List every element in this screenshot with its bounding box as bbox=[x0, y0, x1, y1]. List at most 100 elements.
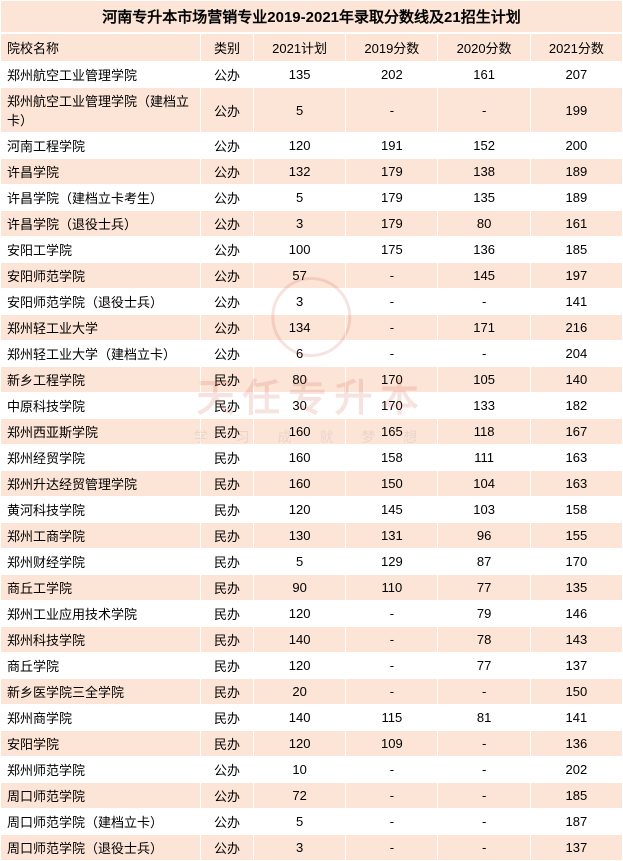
table-row: 中原科技学院民办30170133182 bbox=[1, 393, 623, 419]
table-cell: 黄河科技学院 bbox=[1, 497, 201, 523]
table-cell: 129 bbox=[346, 549, 438, 575]
table-cell: - bbox=[438, 731, 530, 757]
table-cell: 5 bbox=[253, 549, 345, 575]
table-cell: 民办 bbox=[201, 705, 254, 731]
table-cell: 131 bbox=[346, 523, 438, 549]
table-cell: 109 bbox=[346, 731, 438, 757]
table-cell: 郑州航空工业管理学院 bbox=[1, 62, 201, 88]
table-row: 周口师范学院（建档立卡）公办5--187 bbox=[1, 809, 623, 835]
table-cell: 10 bbox=[253, 757, 345, 783]
table-cell: 许昌学院（退役士兵） bbox=[1, 211, 201, 237]
table-cell: 136 bbox=[530, 731, 622, 757]
table-container: 河南专升本市场营销专业2019-2021年录取分数线及21招生计划 院校名称 类… bbox=[0, 0, 623, 861]
table-cell: 民办 bbox=[201, 653, 254, 679]
table-cell: - bbox=[438, 783, 530, 809]
table-cell: 103 bbox=[438, 497, 530, 523]
table-cell: 191 bbox=[346, 133, 438, 159]
table-cell: 5 bbox=[253, 88, 345, 133]
table-cell: - bbox=[346, 289, 438, 315]
table-cell: 160 bbox=[253, 419, 345, 445]
table-cell: 132 bbox=[253, 159, 345, 185]
table-cell: 200 bbox=[530, 133, 622, 159]
table-cell: 民办 bbox=[201, 419, 254, 445]
table-cell: 115 bbox=[346, 705, 438, 731]
table-cell: 150 bbox=[346, 471, 438, 497]
table-cell: 110 bbox=[346, 575, 438, 601]
table-row: 周口师范学院公办72--185 bbox=[1, 783, 623, 809]
table-row: 安阳师范学院公办57-145197 bbox=[1, 263, 623, 289]
table-row: 郑州航空工业管理学院（建档立卡）公办5--199 bbox=[1, 88, 623, 133]
table-cell: 158 bbox=[346, 445, 438, 471]
table-title: 河南专升本市场营销专业2019-2021年录取分数线及21招生计划 bbox=[0, 0, 623, 33]
table-cell: 161 bbox=[530, 211, 622, 237]
table-cell: 许昌学院（建档立卡考生） bbox=[1, 185, 201, 211]
table-cell: 207 bbox=[530, 62, 622, 88]
table-cell: 118 bbox=[438, 419, 530, 445]
table-cell: - bbox=[346, 341, 438, 367]
table-cell: 30 bbox=[253, 393, 345, 419]
table-cell: 3 bbox=[253, 211, 345, 237]
table-cell: 3 bbox=[253, 835, 345, 861]
table-cell: 182 bbox=[530, 393, 622, 419]
table-cell: - bbox=[438, 809, 530, 835]
table-cell: 公办 bbox=[201, 159, 254, 185]
table-cell: 安阳学院 bbox=[1, 731, 201, 757]
table-cell: 河南工程学院 bbox=[1, 133, 201, 159]
table-cell: 公办 bbox=[201, 757, 254, 783]
table-cell: 134 bbox=[253, 315, 345, 341]
table-cell: 140 bbox=[253, 627, 345, 653]
table-cell: 周口师范学院 bbox=[1, 783, 201, 809]
table-cell: 商丘工学院 bbox=[1, 575, 201, 601]
table-cell: 公办 bbox=[201, 88, 254, 133]
table-cell: 郑州商学院 bbox=[1, 705, 201, 731]
table-cell: 135 bbox=[438, 185, 530, 211]
table-row: 黄河科技学院民办120145103158 bbox=[1, 497, 623, 523]
table-cell: 民办 bbox=[201, 523, 254, 549]
table-row: 郑州工业应用技术学院民办120-79146 bbox=[1, 601, 623, 627]
table-cell: 郑州工商学院 bbox=[1, 523, 201, 549]
table-cell: 新乡医学院三全学院 bbox=[1, 679, 201, 705]
col-score2019: 2019分数 bbox=[346, 34, 438, 62]
table-row: 郑州航空工业管理学院公办135202161207 bbox=[1, 62, 623, 88]
table-cell: 167 bbox=[530, 419, 622, 445]
table-cell: 公办 bbox=[201, 263, 254, 289]
table-cell: 197 bbox=[530, 263, 622, 289]
table-cell: 周口师范学院（退役士兵） bbox=[1, 835, 201, 861]
table-cell: - bbox=[438, 757, 530, 783]
table-cell: 185 bbox=[530, 237, 622, 263]
table-cell: 199 bbox=[530, 88, 622, 133]
table-cell: 161 bbox=[438, 62, 530, 88]
table-cell: - bbox=[438, 341, 530, 367]
table-cell: 120 bbox=[253, 497, 345, 523]
table-row: 许昌学院公办132179138189 bbox=[1, 159, 623, 185]
table-cell: 郑州升达经贸管理学院 bbox=[1, 471, 201, 497]
table-cell: 90 bbox=[253, 575, 345, 601]
table-cell: - bbox=[346, 88, 438, 133]
table-cell: 78 bbox=[438, 627, 530, 653]
table-row: 安阳师范学院（退役士兵）公办3--141 bbox=[1, 289, 623, 315]
table-cell: 中原科技学院 bbox=[1, 393, 201, 419]
table-row: 郑州轻工业大学（建档立卡）公办6--204 bbox=[1, 341, 623, 367]
table-cell: 146 bbox=[530, 601, 622, 627]
table-cell: 140 bbox=[530, 367, 622, 393]
table-cell: 179 bbox=[346, 185, 438, 211]
table-cell: 104 bbox=[438, 471, 530, 497]
table-cell: 141 bbox=[530, 705, 622, 731]
table-cell: 158 bbox=[530, 497, 622, 523]
table-cell: 民办 bbox=[201, 497, 254, 523]
table-cell: 郑州轻工业大学 bbox=[1, 315, 201, 341]
table-cell: 公办 bbox=[201, 783, 254, 809]
table-cell: 民办 bbox=[201, 393, 254, 419]
table-row: 新乡工程学院民办80170105140 bbox=[1, 367, 623, 393]
table-cell: 周口师范学院（建档立卡） bbox=[1, 809, 201, 835]
table-cell: 189 bbox=[530, 185, 622, 211]
table-cell: 96 bbox=[438, 523, 530, 549]
table-cell: 189 bbox=[530, 159, 622, 185]
table-cell: 136 bbox=[438, 237, 530, 263]
table-cell: - bbox=[438, 679, 530, 705]
admission-table: 院校名称 类别 2021计划 2019分数 2020分数 2021分数 郑州航空… bbox=[0, 33, 623, 861]
table-row: 商丘学院民办120-77137 bbox=[1, 653, 623, 679]
table-cell: 郑州经贸学院 bbox=[1, 445, 201, 471]
col-type: 类别 bbox=[201, 34, 254, 62]
table-row: 安阳学院民办120109-136 bbox=[1, 731, 623, 757]
